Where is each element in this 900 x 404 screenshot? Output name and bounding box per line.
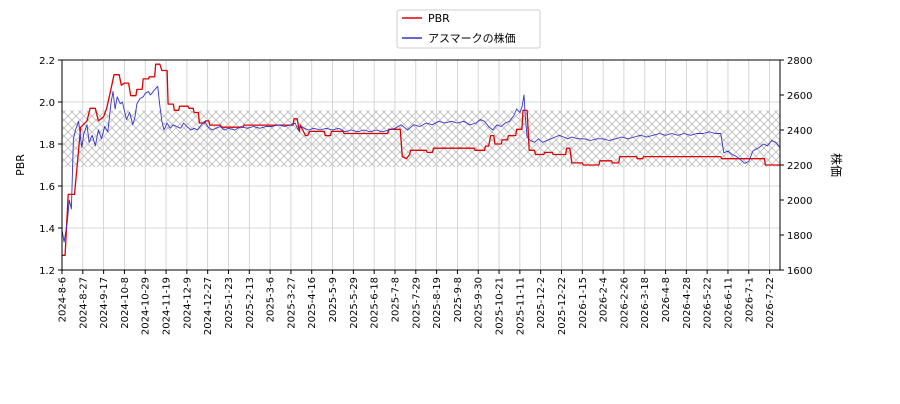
left-axis: 1.2 1.4 1.6 1.8 2.0 2.2: [39, 56, 62, 277]
y-left-tick-label: 2.0: [39, 98, 55, 109]
x-tick-label: 2026-5-22: [703, 277, 714, 329]
y-left-tick-label: 1.2: [39, 266, 55, 277]
legend-box: [396, 9, 541, 49]
y-left-tick-label: 1.4: [39, 224, 55, 235]
series-line-pbr: [62, 63, 780, 256]
x-tick-label: 2024-10-8: [120, 277, 131, 329]
y-right-tick-label: 2000: [787, 196, 812, 207]
y-right-tick-label: 1600: [787, 266, 812, 277]
y-right-tick-label: 2200: [787, 161, 812, 172]
x-tick-label: 2026-1-15: [578, 277, 589, 329]
x-tick-label: 2025-5-29: [349, 277, 360, 329]
legend: PBR アスマークの株価: [396, 9, 541, 49]
y-left-tick-label: 1.8: [39, 140, 55, 151]
x-tick-label: 2025-6-18: [370, 277, 381, 329]
x-tick-label: 2025-4-16: [307, 277, 318, 329]
x-tick-label: 2024-8-6: [58, 277, 69, 322]
x-tick-label: 2026-7-22: [765, 277, 776, 329]
x-tick-label: 2024-9-17: [99, 277, 110, 329]
y-right-tick-label: 2400: [787, 126, 812, 137]
x-tick-label: 2025-1-23: [224, 277, 235, 329]
range-band: [62, 110, 780, 168]
x-tick-label: 2025-5-9: [328, 277, 339, 322]
legend-label-pbr: PBR: [428, 12, 450, 25]
x-tick-label: 2025-11-11: [515, 277, 526, 335]
y-left-tick-label: 1.6: [39, 182, 55, 193]
x-tick-label: 2026-4-8: [661, 277, 672, 322]
x-tick-label: 2024-12-27: [203, 277, 214, 335]
x-tick-label: 2024-11-19: [162, 277, 173, 335]
legend-label-price: アスマークの株価: [428, 31, 516, 45]
x-tick-label: 2025-12-2: [536, 277, 547, 329]
series-line-price: [62, 85, 780, 243]
x-tick-label: 2025-10-21: [495, 277, 506, 335]
x-axis: 2024-8-6 2024-8-27 2024-9-17 2024-10-8 2024-…: [58, 270, 776, 335]
x-tick-label: 2026-7-1: [744, 277, 755, 322]
x-tick-label: 2026-4-28: [682, 277, 693, 329]
x-tick-label: 2026-3-18: [640, 277, 651, 329]
x-tick-label: 2025-2-13: [245, 277, 256, 329]
x-tick-label: 2025-7-8: [390, 277, 401, 322]
y-left-label: PBR: [14, 154, 27, 176]
x-tick-label: 2025-7-29: [411, 277, 422, 329]
x-tick-label: 2025-9-8: [453, 277, 464, 322]
y-right-tick-label: 2600: [787, 91, 812, 102]
x-tick-label: 2025-3-27: [286, 277, 297, 329]
x-tick-label: 2025-8-19: [432, 277, 443, 329]
y-right-tick-label: 2800: [787, 56, 812, 67]
grid-lines: [61, 59, 780, 271]
x-tick-label: 2024-8-27: [78, 277, 89, 329]
y-right-label: 株価: [829, 153, 844, 177]
x-tick-label: 2025-9-30: [474, 277, 485, 329]
right-axis: 1600 1800 2000 2200 2400 2600 2800: [780, 56, 812, 277]
x-tick-label: 2025-12-22: [557, 277, 568, 335]
x-tick-label: 2025-3-6: [266, 277, 277, 322]
series-layer: [62, 63, 780, 256]
y-right-tick-label: 1800: [787, 231, 812, 242]
x-tick-label: 2026-2-26: [619, 277, 630, 329]
x-tick-label: 2024-10-29: [141, 277, 152, 335]
x-tick-label: 2026-2-4: [599, 277, 610, 322]
y-left-tick-label: 2.2: [39, 56, 55, 67]
x-tick-label: 2024-12-9: [182, 277, 193, 329]
x-tick-label: 2026-6-11: [723, 277, 734, 329]
